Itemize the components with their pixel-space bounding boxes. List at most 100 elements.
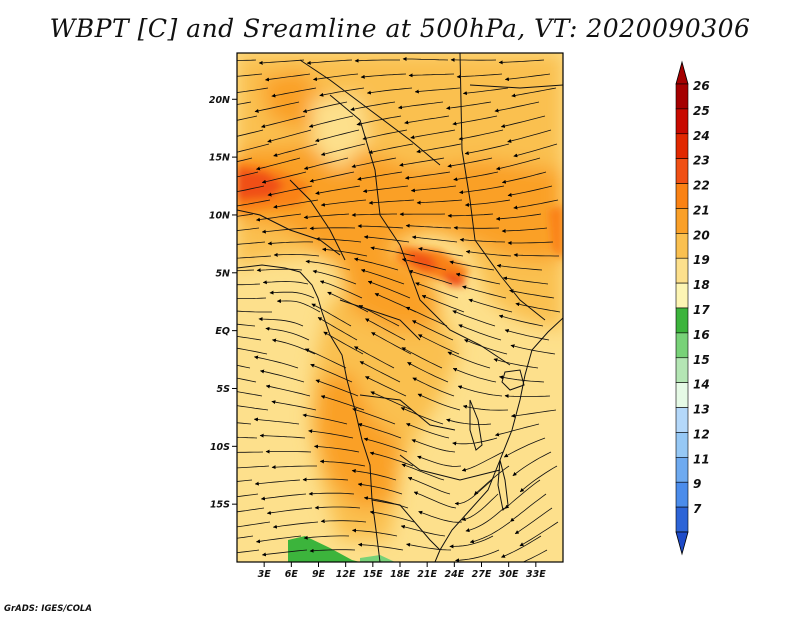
streamline [468, 298, 513, 313]
streamline [406, 542, 452, 551]
streamline [465, 507, 505, 533]
streamline [237, 297, 267, 299]
streamline [310, 363, 353, 383]
streamline [464, 339, 508, 355]
border-a [299, 59, 441, 166]
coastlines-borders [237, 53, 563, 562]
streamline [237, 507, 265, 513]
streamline [358, 542, 404, 551]
streamline [237, 335, 262, 341]
streamline [454, 479, 493, 506]
streamline [260, 369, 305, 383]
lon-tick-label: 33E [526, 569, 546, 580]
streamline [276, 299, 321, 313]
streamline [362, 185, 409, 194]
region-23-ridge [408, 250, 440, 270]
streamline [351, 212, 397, 217]
colorbar-swatch [675, 357, 689, 383]
streamline [363, 235, 410, 243]
streamline [237, 310, 272, 313]
lon-tick-label: 3E [258, 569, 272, 580]
streamline [237, 73, 263, 77]
streamline [237, 157, 253, 163]
streamline [267, 185, 313, 197]
streamline [462, 285, 507, 299]
border-e [399, 244, 511, 366]
streamlines [237, 56, 561, 562]
streamline [237, 549, 260, 554]
streamline [258, 59, 305, 65]
streamline [357, 171, 403, 181]
streamline [260, 493, 307, 501]
streamline [352, 528, 398, 537]
streamline [354, 58, 400, 63]
streamline [503, 276, 549, 285]
streamline [313, 73, 359, 82]
streamline [237, 323, 256, 327]
streamline [360, 268, 405, 285]
lon-tick-label: 9E [312, 569, 326, 580]
coastline-west [237, 264, 381, 562]
streamline [352, 408, 396, 425]
streamline [407, 476, 451, 495]
lon-tick-label: 24E [444, 569, 464, 580]
streamline [455, 549, 500, 562]
streamline [258, 317, 304, 327]
streamline [253, 417, 300, 425]
streamline [237, 59, 257, 61]
streamline [401, 463, 445, 481]
streamline [368, 143, 414, 154]
streamline [411, 439, 456, 453]
colorbar-under-triangle [675, 531, 689, 556]
streamline [319, 459, 366, 467]
colorbar-label: 21 [693, 203, 710, 217]
latitude-axis: 20N 15N 10N 5N EQ 5S 10S 15S [209, 95, 237, 511]
streamline [401, 347, 443, 369]
border-g [359, 394, 456, 431]
streamline [413, 491, 457, 509]
colorbar-swatch [675, 83, 689, 110]
colorbar-swatch [675, 481, 689, 508]
streamline [237, 521, 271, 528]
streamline [237, 405, 269, 411]
streamline [265, 384, 311, 397]
border-k [289, 179, 346, 261]
streamline [404, 115, 450, 125]
streamline [455, 272, 501, 285]
streamline [496, 157, 541, 171]
streamline [354, 346, 395, 369]
colorbar-label: 16 [693, 328, 710, 342]
streamline [400, 407, 444, 425]
streamline [261, 171, 307, 184]
streamline [369, 510, 415, 523]
streamline [515, 302, 561, 313]
colorbar-swatch [675, 407, 689, 433]
streamline [418, 334, 460, 355]
streamline [412, 377, 455, 397]
streamline [237, 171, 259, 178]
colorbar-label: 19 [693, 253, 710, 267]
colorbar-label: 7 [693, 502, 702, 516]
colorbar-swatch [675, 158, 689, 184]
streamline [271, 400, 317, 411]
streamline [452, 437, 498, 446]
streamline [507, 240, 554, 245]
streamline [510, 493, 547, 522]
streamline [453, 225, 500, 230]
streamline [446, 101, 492, 110]
region-17-south [288, 536, 360, 562]
streamline [265, 449, 312, 454]
streamline [309, 548, 356, 553]
colorbar-label: 26 [693, 79, 710, 93]
streamline [501, 535, 542, 558]
streamline [410, 185, 457, 193]
streamline [256, 157, 301, 171]
streamline [462, 404, 509, 411]
streamline [512, 451, 552, 477]
streamline [309, 226, 356, 231]
streamline [453, 171, 499, 182]
colorbar-swatch [675, 233, 689, 259]
streamline [311, 303, 352, 327]
streamline [237, 451, 264, 453]
streamline [254, 355, 299, 369]
